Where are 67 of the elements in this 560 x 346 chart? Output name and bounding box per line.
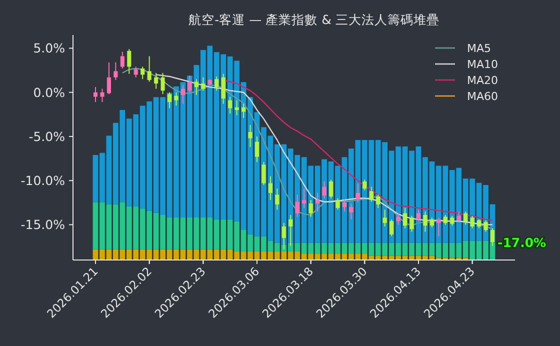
legend-label: MA10	[467, 58, 498, 71]
candlestick	[382, 209, 387, 227]
candlestick	[436, 217, 441, 237]
legend-label: MA60	[467, 90, 498, 103]
chart-title: 航空-客運 — 產業指數 & 三大法人籌碼堆疊	[188, 12, 440, 27]
candlestick	[328, 179, 334, 199]
candlestick	[214, 76, 219, 92]
text: -17.0%	[498, 234, 547, 250]
legend-label: MA20	[467, 74, 498, 87]
candlestick	[268, 176, 272, 200]
candlestick	[410, 215, 414, 232]
y-tick-label: 0.0%	[33, 84, 66, 100]
candlestick	[470, 215, 474, 229]
candlestick	[160, 72, 165, 95]
candlestick	[100, 88, 104, 103]
candlestick	[221, 73, 226, 104]
candlestick	[282, 222, 286, 250]
candlestick	[423, 210, 428, 232]
candlestick	[316, 192, 320, 212]
candlestick	[114, 62, 118, 80]
candlestick	[140, 66, 145, 80]
candlestick	[254, 136, 260, 163]
candlestick	[376, 194, 380, 208]
candlestick	[262, 162, 266, 186]
candlestick	[484, 220, 488, 232]
candlestick	[349, 203, 354, 220]
candlestick	[456, 210, 461, 222]
candlestick	[194, 78, 198, 96]
candlestick	[295, 194, 300, 218]
candlestick	[390, 218, 394, 237]
legend-label: MA5	[467, 42, 492, 55]
candlestick	[120, 51, 124, 70]
candlestick	[188, 75, 192, 93]
candlestick	[275, 188, 280, 210]
candlestick	[336, 198, 340, 210]
candlestick	[443, 214, 448, 226]
candlestick	[180, 84, 185, 104]
candlestick	[322, 180, 326, 199]
candlestick	[356, 182, 360, 202]
candlestick	[174, 92, 178, 106]
candlestick	[134, 66, 138, 78]
candlestick	[201, 76, 206, 92]
candlestick	[93, 86, 98, 103]
candlestick	[127, 48, 132, 74]
candlestick	[168, 92, 172, 109]
y-tick-label: 5.0%	[33, 40, 66, 56]
candlestick	[302, 188, 306, 208]
candlestick	[464, 210, 468, 226]
candlestick	[154, 72, 158, 90]
y-tick-label: -10.0%	[20, 173, 66, 188]
candlestick	[430, 217, 434, 228]
y-tick-label: -15.0%	[20, 217, 66, 232]
candlestick	[396, 212, 400, 226]
candlestick	[248, 124, 252, 148]
y-tick-label: -5.0%	[28, 128, 66, 144]
candlestick	[450, 215, 454, 226]
candlestick	[342, 198, 346, 212]
candlestick	[228, 96, 232, 114]
candlestick	[416, 209, 420, 222]
candlestick	[147, 56, 152, 82]
candlestick	[362, 179, 367, 191]
candlestick	[308, 200, 313, 218]
candlestick	[234, 100, 239, 116]
candlestick	[369, 186, 374, 202]
candlestick	[242, 103, 246, 118]
candlestick	[403, 207, 408, 229]
candlestick	[106, 62, 111, 95]
